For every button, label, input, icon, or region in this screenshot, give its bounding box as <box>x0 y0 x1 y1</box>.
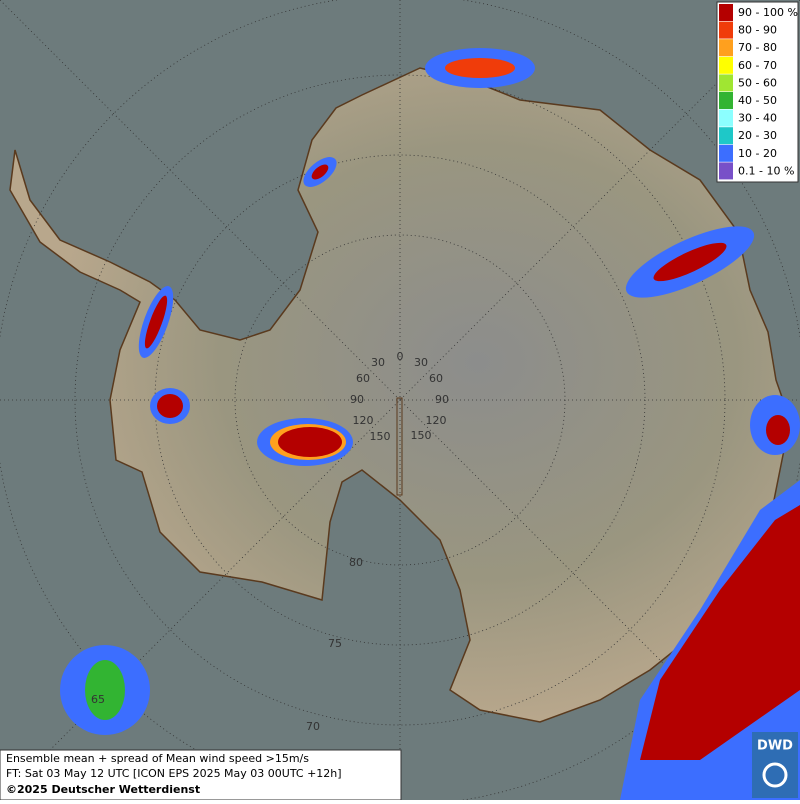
legend-label: 50 - 60 <box>738 76 777 89</box>
wind-field <box>60 48 800 800</box>
grid-label: 65 <box>91 693 105 706</box>
caption-line: ©2025 Deutscher Wetterdienst <box>6 783 200 796</box>
grid-label: 60 <box>356 372 370 385</box>
legend-swatch <box>719 21 733 39</box>
grid-label: 150 <box>370 430 391 443</box>
legend-swatch <box>719 56 733 74</box>
legend-swatch <box>719 92 733 109</box>
grid-label: 30 <box>414 356 428 369</box>
legend-label: 70 - 80 <box>738 41 777 54</box>
logo-text: DWD <box>757 739 793 754</box>
grid-label: 0 <box>397 350 404 363</box>
grid-label: 70 <box>306 720 320 733</box>
legend-label: 60 - 70 <box>738 59 777 72</box>
legend-label: 0.1 - 10 % <box>738 164 794 177</box>
grid-label: 120 <box>353 414 374 427</box>
grid-label: 150 <box>411 429 432 442</box>
legend-label: 10 - 20 <box>738 147 777 160</box>
legend-swatch <box>719 4 733 21</box>
legend-label: 80 - 90 <box>738 24 777 37</box>
logo-icon <box>762 762 788 788</box>
caption-line: FT: Sat 03 May 12 UTC [ICON EPS 2025 May… <box>6 767 342 780</box>
legend-swatch <box>719 39 733 57</box>
legend-swatch <box>719 74 733 92</box>
grid-label: 60 <box>429 372 443 385</box>
caption-box <box>0 749 402 801</box>
grid-label: 90 <box>350 393 364 406</box>
legend-swatch <box>719 109 733 127</box>
legend-label: 40 - 50 <box>738 94 777 107</box>
grid-label: 90 <box>435 393 449 406</box>
grid-label: 120 <box>426 414 447 427</box>
grid-label: 75 <box>328 637 342 650</box>
legend-label: 20 - 30 <box>738 129 777 142</box>
caption-line: Ensemble mean + spread of Mean wind spee… <box>6 752 309 765</box>
legend-swatch <box>719 144 733 162</box>
grid-label: 80 <box>349 556 363 569</box>
grid-label: 30 <box>371 356 385 369</box>
legend: 90 - 100 % 80 - 90 70 - 80 60 - 70 50 - 60 40… <box>719 4 798 180</box>
legend-swatch <box>719 127 733 145</box>
legend-label: 30 - 40 <box>738 112 777 125</box>
legend-swatch <box>719 162 733 180</box>
ice-shelf-marker <box>396 397 403 496</box>
legend-label: 90 - 100 % <box>738 6 798 19</box>
